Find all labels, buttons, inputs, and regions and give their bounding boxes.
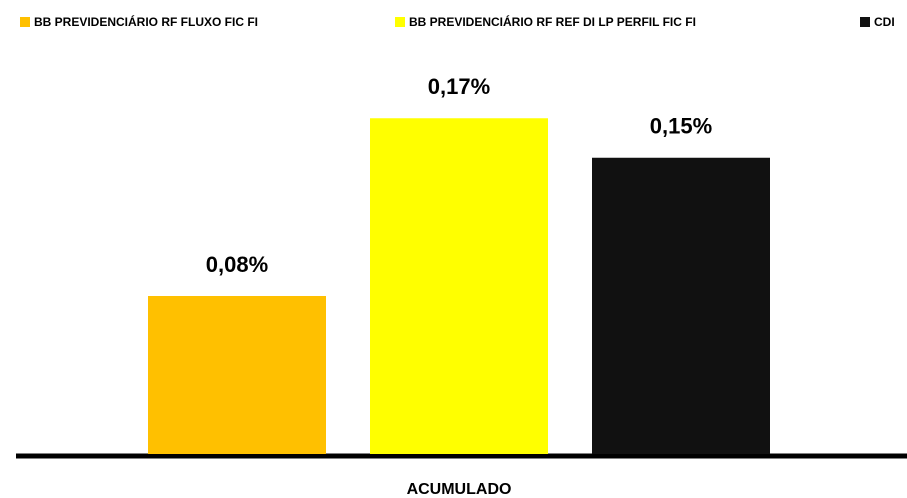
bar	[148, 296, 326, 454]
data-label: 0,15%	[650, 114, 712, 139]
legend-swatch	[20, 17, 30, 27]
bar	[592, 157, 770, 454]
x-tick-label: ACUMULADO	[407, 481, 512, 498]
legend-label: CDI	[874, 15, 895, 29]
bar	[370, 118, 548, 454]
data-label: 0,17%	[428, 74, 490, 99]
legend-swatch	[395, 17, 405, 27]
data-label: 0,08%	[206, 252, 268, 277]
legend-swatch	[860, 17, 870, 27]
legend-label: BB PREVIDENCIÁRIO RF REF DI LP PERFIL FI…	[409, 14, 696, 29]
legend-label: BB PREVIDENCIÁRIO RF FLUXO FIC FI	[34, 14, 258, 29]
